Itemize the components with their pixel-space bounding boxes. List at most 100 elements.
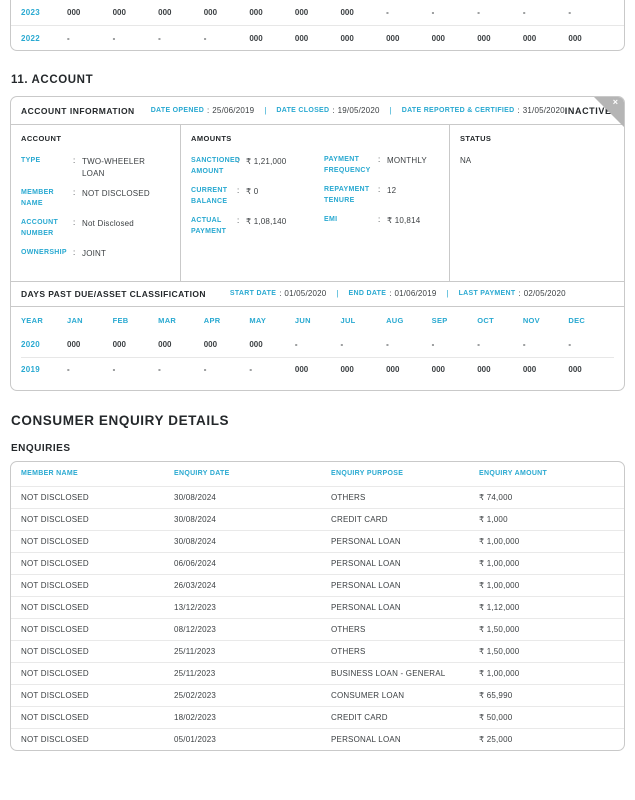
enquiry-amount-cell: ₹ 1,00,000 (479, 668, 520, 678)
enquiry-purpose-cell: PERSONAL LOAN (331, 536, 401, 546)
enquiry-purpose-cell: OTHERS (331, 492, 366, 502)
header-field-value: 19/05/2020 (337, 106, 380, 115)
divider-pipe: | (389, 106, 392, 115)
account-field: MEMBER NAME : NOT DISCLOSED (21, 188, 170, 209)
enquiry-date-cell: 30/08/2024 (174, 514, 217, 524)
colon: : (332, 106, 335, 115)
account-field: OWNERSHIP : JOINT (21, 248, 170, 260)
enquiry-date-cell: 05/01/2023 (174, 734, 217, 744)
header-field-label: DATE OPENED (150, 107, 205, 114)
enquiry-row: NOT DISCLOSED 26/03/2024 PERSONAL LOAN ₹… (11, 573, 624, 596)
dpd-year-label: 2019 (21, 365, 40, 375)
dpd-value: 000 (249, 8, 263, 17)
dpd-column-header: JUN (294, 316, 311, 326)
dpd-value: - (158, 365, 161, 375)
enquiry-section-heading: CONSUMER ENQUIRY DETAILS (11, 412, 230, 428)
dpd-year-label: 2023 (21, 8, 40, 17)
enquiry-date-cell: 18/02/2023 (174, 712, 217, 722)
dpd-value: 000 (158, 8, 172, 17)
dpd-value: - (294, 339, 298, 349)
enquiry-row: NOT DISCLOSED 30/08/2024 CREDIT CARD ₹ 1… (11, 507, 624, 530)
field-label: MEMBER NAME (21, 189, 54, 207)
header-field: | DATE CLOSED : 19/05/2020 (254, 106, 379, 115)
enquiry-row: NOT DISCLOSED 25/02/2023 CONSUMER LOAN ₹… (11, 683, 624, 706)
dpd-value: - (568, 8, 572, 17)
dpd-table: YEAR JAN FEB MAR APR MAY JUN JUL AUG (11, 307, 624, 390)
enquiries-card: MEMBER NAME ENQUIRY DATE ENQUIRY PURPOSE… (10, 460, 625, 751)
colon: : (207, 106, 210, 115)
enquiry-amount-cell: ₹ 1,50,000 (479, 646, 520, 656)
member-name-cell: NOT DISCLOSED (21, 668, 89, 678)
enquiry-row: NOT DISCLOSED 18/02/2023 CREDIT CARD ₹ 5… (11, 705, 624, 728)
field-label: ACTUAL PAYMENT (191, 217, 227, 235)
enquiry-date-cell: 13/12/2023 (174, 602, 217, 612)
enquiry-amount-cell: ₹ 1,00,000 (479, 536, 520, 546)
close-icon[interactable]: × (612, 97, 618, 107)
dpd-year-row: 2020 000 000 000 000 000 - - - - - - - (21, 332, 614, 357)
member-name-cell: NOT DISCLOSED (21, 690, 89, 700)
previous-dpd-rows: 2023 000 000 000 000 000 000 000 - - - -… (11, 0, 624, 50)
amount-field: SANCTIONED AMOUNT : ₹ 1,21,000 (191, 156, 324, 177)
header-field-label: DATE CLOSED (276, 107, 330, 114)
colon: : (73, 188, 76, 198)
dpd-year-label: 2020 (21, 339, 40, 349)
member-name-cell: NOT DISCLOSED (21, 646, 89, 656)
header-field-label: DATE REPORTED & CERTIFIED (401, 107, 515, 114)
member-name-cell: NOT DISCLOSED (21, 734, 89, 744)
dpd-column-header: JAN (67, 316, 83, 326)
dpd-value: - (568, 339, 572, 349)
dpd-value: 000 (203, 339, 218, 349)
account-column: ACCOUNT TYPE : TWO-WHEELER LOAN MEMBER N… (11, 125, 181, 281)
enquiry-row: NOT DISCLOSED 30/08/2024 PERSONAL LOAN ₹… (11, 529, 624, 552)
enquiry-amount-cell: ₹ 50,000 (479, 712, 513, 722)
account-detail-columns: ACCOUNT TYPE : TWO-WHEELER LOAN MEMBER N… (11, 125, 624, 281)
enquiry-purpose-cell: PERSONAL LOAN (331, 734, 401, 744)
colon: : (518, 289, 521, 299)
dpd-year-row: 2022 - - - - 000 000 000 000 000 000 000… (11, 25, 624, 50)
header-field: | DATE OPENED : 25/06/2019 (151, 106, 255, 115)
colon: : (73, 248, 76, 258)
enquiries-subheading: ENQUIRIES (11, 442, 71, 454)
dpd-value: 000 (340, 8, 354, 17)
amount-field: PAYMENT FREQUENCY : MONTHLY (324, 155, 439, 176)
dpd-column-header: APR (203, 316, 221, 326)
status-badge: INACTIVE (564, 105, 612, 116)
dpd-value: - (203, 33, 207, 43)
status-column-title: STATUS (460, 134, 492, 143)
account-fields: TYPE : TWO-WHEELER LOAN MEMBER NAME : NO… (21, 156, 170, 260)
field-label: SANCTIONED AMOUNT (191, 157, 241, 175)
member-name-cell: NOT DISCLOSED (21, 536, 89, 546)
enquiries-table-header: MEMBER NAME ENQUIRY DATE ENQUIRY PURPOSE… (11, 462, 624, 486)
enquiry-column-header: ENQUIRY DATE (174, 470, 230, 478)
amounts-column: AMOUNTS SANCTIONED AMOUNT : ₹ 1,21,000 C… (181, 125, 450, 281)
enquiry-purpose-cell: CREDIT CARD (331, 712, 388, 722)
dpd-value: 000 (158, 339, 172, 349)
amount-field: ACTUAL PAYMENT : ₹ 1,08,140 (191, 216, 324, 237)
dpd-title: DAYS PAST DUE/ASSET CLASSIFICATION (21, 288, 206, 299)
account-info-header: ACCOUNT INFORMATION | DATE OPENED : 25/0… (11, 97, 624, 125)
dpd-column-header: JUL (340, 316, 356, 326)
dpd-column-header: OCT (477, 316, 494, 326)
dpd-value: - (67, 33, 70, 43)
status-value: NA (460, 156, 472, 165)
dpd-value: 000 (249, 33, 263, 43)
enquiry-date-cell: 06/06/2024 (174, 558, 217, 568)
dpd-column-header: FEB (112, 316, 129, 326)
field-value: Not Disclosed (82, 219, 134, 229)
dpd-value: - (112, 33, 116, 43)
dpd-value: 000 (386, 33, 400, 43)
colon: : (237, 156, 240, 165)
header-field-label: START DATE (229, 290, 277, 298)
field-label: REPAYMENT TENURE (324, 186, 370, 204)
enquiry-amount-cell: ₹ 1,00,000 (479, 558, 520, 568)
dpd-year-row: 2019 - - - - - 000 000 000 000 000 000 0… (21, 356, 614, 382)
dpd-value: 000 (294, 33, 309, 43)
enquiries-table-rows: NOT DISCLOSED 30/08/2024 OTHERS ₹ 74,000… (11, 485, 624, 750)
colon: : (378, 155, 381, 164)
dpd-value: - (249, 365, 252, 375)
member-name-cell: NOT DISCLOSED (21, 580, 89, 590)
dpd-column-header: AUG (386, 316, 404, 326)
header-field-value: 02/05/2020 (523, 289, 566, 299)
dpd-table-rows: 2020 000 000 000 000 000 - - - - - - - (21, 332, 614, 382)
